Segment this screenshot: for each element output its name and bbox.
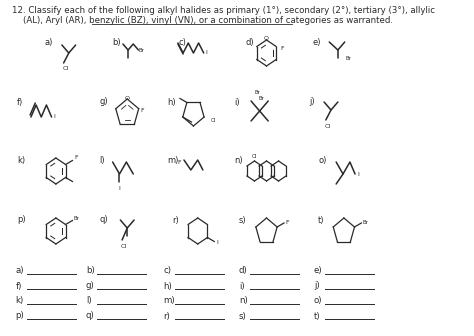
Text: 12. Classify each of the following alkyl halides as primary (1°), secondary (2°): 12. Classify each of the following alkyl…	[12, 6, 435, 15]
Text: I: I	[53, 115, 55, 120]
Text: n): n)	[239, 296, 248, 305]
Text: Br: Br	[255, 90, 261, 95]
Text: d): d)	[239, 266, 248, 276]
Text: r): r)	[164, 311, 170, 321]
Text: Br: Br	[138, 47, 144, 52]
Text: l): l)	[100, 156, 105, 165]
Text: o): o)	[318, 156, 327, 165]
Text: j): j)	[314, 282, 319, 291]
Text: F: F	[178, 160, 182, 165]
Text: i): i)	[239, 282, 245, 291]
Text: I: I	[217, 240, 219, 245]
Text: t): t)	[318, 215, 325, 224]
Text: c): c)	[179, 38, 187, 46]
Text: Cl: Cl	[121, 244, 127, 249]
Text: m): m)	[164, 296, 175, 305]
Text: Cl: Cl	[210, 119, 216, 124]
Text: a): a)	[16, 266, 24, 276]
Text: p): p)	[17, 215, 26, 224]
Text: s): s)	[239, 311, 247, 321]
Text: q): q)	[86, 311, 95, 321]
Text: a): a)	[45, 38, 53, 46]
Text: f): f)	[16, 282, 22, 291]
Text: g): g)	[100, 97, 109, 107]
Text: t): t)	[314, 311, 320, 321]
Text: I: I	[205, 50, 207, 55]
Text: f): f)	[17, 97, 23, 107]
Text: (AL), Aryl (AR), benzylic (BZ), vinyl (VN), or a combination of categories as wa: (AL), Aryl (AR), benzylic (BZ), vinyl (V…	[12, 16, 393, 25]
Text: j): j)	[310, 97, 315, 107]
Text: r): r)	[172, 215, 179, 224]
Text: h): h)	[167, 97, 175, 107]
Text: p): p)	[16, 311, 24, 321]
Text: e): e)	[314, 266, 322, 276]
Text: b): b)	[112, 38, 120, 46]
Text: Br: Br	[74, 216, 80, 221]
Text: c): c)	[164, 266, 171, 276]
Text: I: I	[118, 185, 120, 191]
Text: O: O	[264, 37, 269, 42]
Text: m): m)	[168, 156, 179, 165]
Text: Cl: Cl	[62, 67, 68, 72]
Text: n): n)	[234, 156, 243, 165]
Text: i): i)	[234, 97, 239, 107]
Text: Br: Br	[363, 220, 369, 225]
Text: s): s)	[239, 215, 246, 224]
Text: g): g)	[86, 282, 95, 291]
Text: h): h)	[164, 282, 172, 291]
Text: Br: Br	[258, 96, 264, 101]
Text: F: F	[280, 45, 284, 50]
Text: d): d)	[246, 38, 255, 46]
Text: o): o)	[314, 296, 322, 305]
Text: k): k)	[17, 156, 25, 165]
Text: F: F	[140, 108, 144, 113]
Text: b): b)	[86, 266, 95, 276]
Text: l): l)	[86, 296, 91, 305]
Text: F: F	[74, 155, 78, 160]
Text: F: F	[286, 220, 289, 225]
Text: k): k)	[16, 296, 24, 305]
Text: Cl: Cl	[325, 125, 330, 129]
Text: q): q)	[100, 215, 109, 224]
Text: O: O	[125, 95, 130, 100]
Text: Br: Br	[345, 55, 351, 60]
Text: e): e)	[313, 38, 321, 46]
Text: I: I	[357, 171, 359, 176]
Text: Cl: Cl	[252, 155, 257, 160]
